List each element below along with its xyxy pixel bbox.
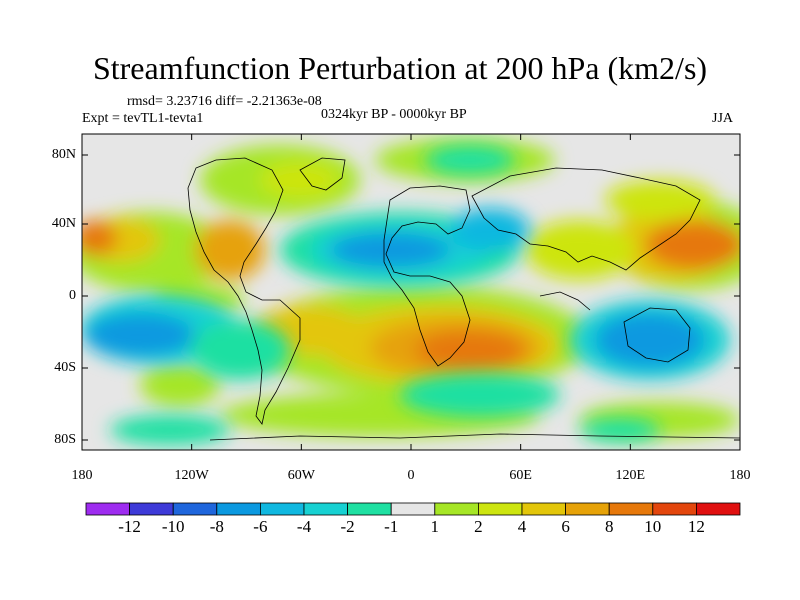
experiment-label: Expt = tevTL1-tevta1 (82, 111, 204, 126)
lat-tick-label: 0 (69, 288, 76, 303)
colorbar-swatch (85, 502, 130, 516)
lon-tick-label: 0 (407, 468, 415, 483)
colorbar-swatch (696, 502, 741, 516)
colorbar-label: -10 (161, 517, 185, 536)
lon-tick-label: 180 (729, 468, 751, 483)
lon-tick-label: 60W (287, 468, 315, 483)
colorbar-swatch (129, 502, 174, 516)
colorbar-swatch (347, 502, 392, 516)
colorbar-label: -6 (253, 517, 268, 536)
chart-title: Streamfunction Perturbation at 200 hPa (… (92, 50, 708, 86)
colorbar-swatch (259, 502, 305, 516)
colorbar-swatch (608, 502, 654, 516)
stats-text: rmsd= 3.23716 diff= -2.21363e-08 (127, 94, 322, 109)
colorbar-swatch (216, 502, 261, 516)
colorbar-swatch (521, 502, 566, 516)
lon-tick-label: 180 (71, 468, 93, 483)
colorbar-swatch (434, 502, 479, 516)
contour-field (82, 134, 740, 450)
lon-tick-label: 120E (615, 468, 646, 483)
colorbar-label: -12 (118, 517, 141, 536)
period-label: 0324kyr BP - 0000kyr BP (321, 107, 467, 122)
lat-tick-label: 40S (54, 360, 76, 375)
lat-tick-label: 40N (51, 216, 76, 231)
colorbar-label: 10 (644, 517, 662, 536)
colorbar-label: -4 (296, 517, 312, 536)
colorbar-label: -2 (340, 517, 355, 536)
colorbar (85, 502, 741, 516)
season-label: JJA (712, 111, 734, 126)
colorbar-swatch (303, 502, 348, 516)
colorbar-swatch (652, 502, 697, 516)
lat-tick-label: 80N (51, 147, 76, 162)
coastlines (187, 157, 740, 441)
colorbar-label: -8 (209, 517, 224, 536)
lon-tick-label: 120W (174, 468, 209, 483)
colorbar-label: 6 (561, 517, 570, 536)
colorbar-swatch (172, 502, 218, 516)
colorbar-swatch (390, 502, 436, 516)
colorbar-swatch (565, 502, 610, 516)
colorbar-label: -1 (384, 517, 399, 536)
lat-tick-label: 80S (54, 432, 76, 447)
colorbar-label: 12 (687, 517, 705, 536)
lon-tick-label: 60E (509, 468, 532, 483)
colorbar-label: 1 (430, 517, 440, 536)
colorbar-swatch (477, 502, 523, 516)
colorbar-label: 2 (474, 517, 483, 536)
colorbar-label: 4 (517, 517, 527, 536)
colorbar-label: 8 (604, 517, 614, 536)
